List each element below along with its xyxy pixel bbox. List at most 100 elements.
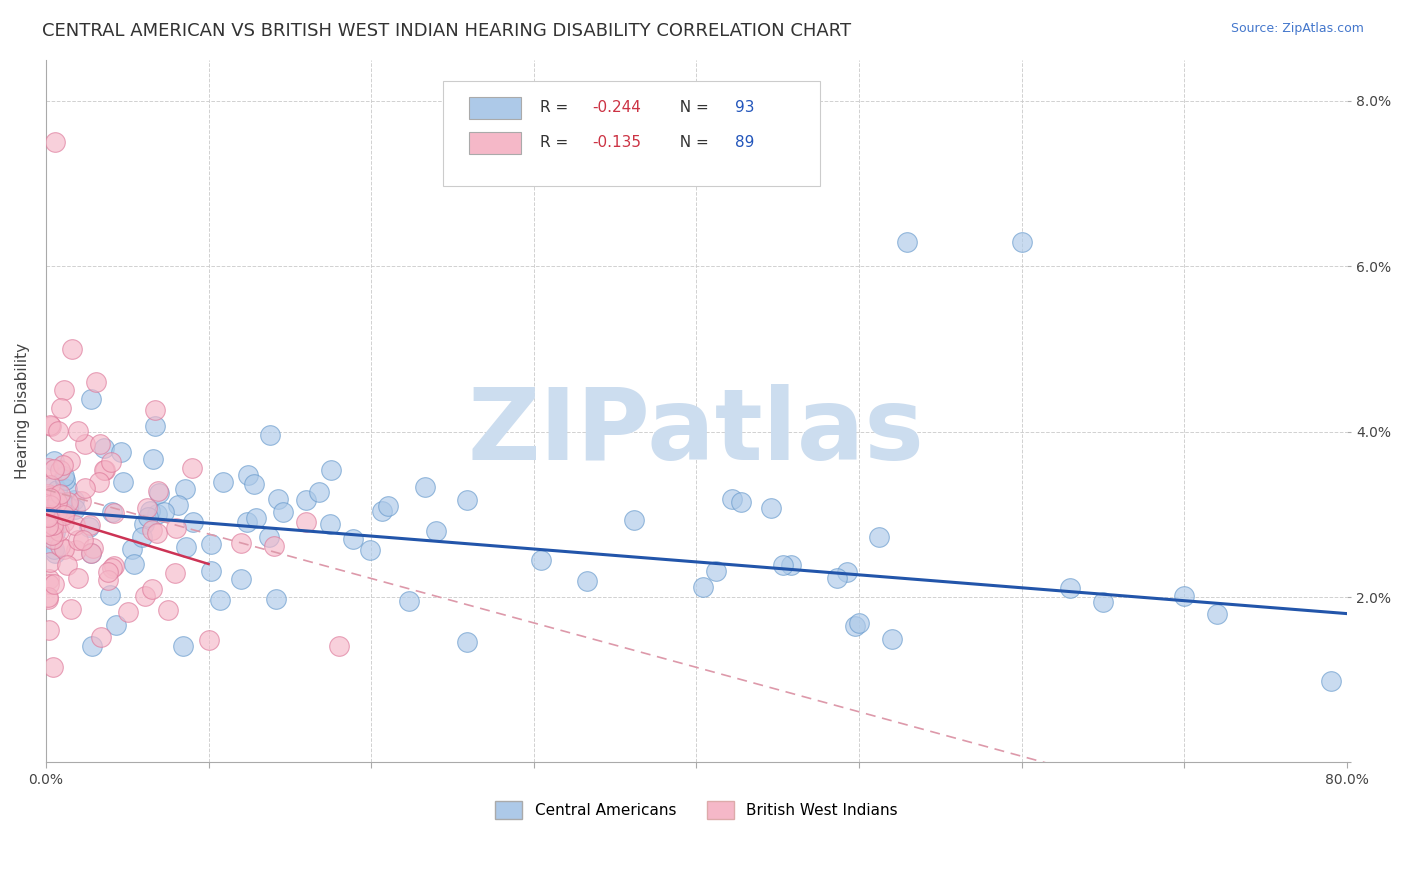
Point [231, 572, 253, 586]
Point [80, 639, 103, 653]
Point [39, 417, 62, 432]
Point [359, 543, 381, 558]
Point [41, 526, 63, 541]
Point [38, 577, 60, 591]
Y-axis label: Hearing Disability: Hearing Disability [15, 343, 30, 479]
Point [53, 473, 76, 487]
Point [266, 491, 288, 506]
Point [97, 566, 120, 580]
Point [124, 557, 146, 571]
Point [263, 539, 285, 553]
Point [692, 580, 714, 594]
Point [100, 505, 122, 519]
Bar [468, 132, 520, 154]
Point [209, 592, 232, 607]
Point [117, 605, 139, 619]
Point [53, 506, 76, 520]
Point [48, 524, 70, 538]
Point [103, 558, 125, 573]
Point [425, 524, 447, 538]
Point [623, 513, 645, 527]
Point [42, 500, 65, 515]
Point [38, 510, 60, 524]
Point [69, 493, 91, 508]
Point [49, 539, 72, 553]
Point [880, 632, 903, 647]
Point [1011, 235, 1033, 249]
Point [38, 623, 60, 637]
Point [896, 235, 918, 249]
Point [79, 517, 101, 532]
Point [172, 639, 194, 653]
Point [163, 566, 186, 581]
Point [42, 532, 65, 546]
Point [200, 537, 222, 551]
Point [134, 589, 156, 603]
Point [704, 564, 727, 578]
Point [80, 392, 103, 406]
Point [156, 603, 179, 617]
Point [134, 516, 156, 531]
Point [1319, 673, 1341, 688]
Point [456, 493, 478, 508]
Point [308, 485, 330, 500]
Text: N =: N = [671, 135, 714, 150]
Point [146, 507, 169, 521]
Point [212, 475, 235, 490]
Point [271, 505, 294, 519]
Point [37, 487, 59, 501]
Point [111, 475, 134, 489]
Point [103, 506, 125, 520]
Point [67, 571, 90, 585]
Point [59, 454, 82, 468]
Point [1091, 595, 1114, 609]
Text: -0.135: -0.135 [592, 135, 641, 150]
Point [37, 502, 59, 516]
Point [38, 572, 60, 586]
Point [38, 478, 60, 492]
Point [730, 495, 752, 509]
Point [80, 546, 103, 560]
Point [93, 463, 115, 477]
Point [67, 424, 90, 438]
Point [772, 558, 794, 573]
Point [42, 576, 65, 591]
Point [41, 528, 63, 542]
Point [52, 384, 75, 398]
Point [328, 639, 350, 653]
Point [58, 500, 80, 514]
Point [200, 564, 222, 578]
Point [259, 427, 281, 442]
Point [456, 635, 478, 649]
Point [65, 543, 87, 558]
Point [142, 451, 165, 466]
Point [51, 495, 73, 509]
Point [42, 462, 65, 476]
Point [39, 491, 62, 505]
Point [44, 501, 66, 516]
Point [46, 494, 69, 508]
Point [42, 520, 65, 534]
Point [53, 468, 76, 483]
Point [42, 518, 65, 533]
Point [148, 486, 170, 500]
Point [90, 630, 112, 644]
Point [229, 536, 252, 550]
Point [245, 511, 267, 525]
Point [165, 521, 187, 535]
Point [37, 519, 59, 533]
Point [49, 487, 72, 501]
Text: CENTRAL AMERICAN VS BRITISH WEST INDIAN HEARING DISABILITY CORRELATION CHART: CENTRAL AMERICAN VS BRITISH WEST INDIAN … [42, 22, 851, 40]
Point [67, 533, 90, 547]
Point [56, 483, 79, 497]
Legend: Central Americans, British West Indians: Central Americans, British West Indians [489, 795, 904, 825]
Text: N =: N = [671, 100, 714, 115]
Point [181, 461, 204, 475]
Point [46, 483, 69, 497]
Point [529, 553, 551, 567]
Point [110, 445, 132, 459]
Point [62, 492, 84, 507]
Bar [468, 97, 520, 120]
Point [139, 504, 162, 518]
Point [98, 588, 121, 602]
